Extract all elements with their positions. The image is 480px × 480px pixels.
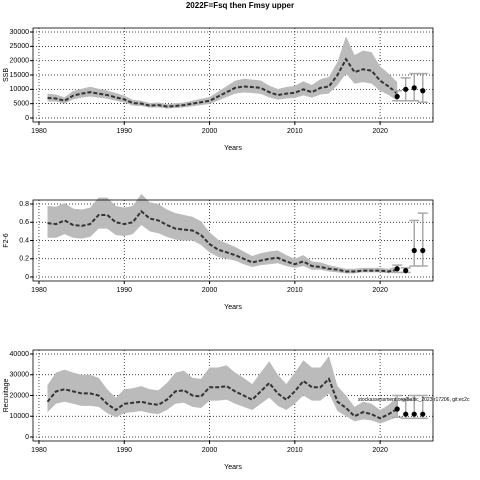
x-tick-label: 1980 <box>31 447 47 454</box>
plot-frame <box>32 349 434 442</box>
x-tick-label: 2020 <box>372 287 388 294</box>
forecast-point <box>394 266 400 272</box>
x-tick-label: 2000 <box>202 447 218 454</box>
x-axis-label: Years <box>224 145 242 152</box>
y-tick-label: 0 <box>25 434 29 441</box>
forecast-point <box>411 85 417 91</box>
y-axis-label: Recruitage <box>3 378 10 412</box>
y-tick-label: 20000 <box>10 392 30 399</box>
estimate-line <box>47 57 398 108</box>
x-tick-label: 1990 <box>116 287 132 294</box>
y-tick-label: 10000 <box>10 413 30 420</box>
x-tick-label: 2000 <box>202 128 218 135</box>
x-tick-label: 2000 <box>202 287 218 294</box>
forecast-point <box>420 88 426 94</box>
x-tick-label: 2010 <box>287 128 303 135</box>
y-tick-label: 0.2 <box>19 256 29 263</box>
chart-title: 2022F=Fsq then Fmsy upper <box>186 1 294 10</box>
x-tick-label: 2020 <box>372 447 388 454</box>
ci-band <box>47 36 398 109</box>
y-tick-label: 0.4 <box>19 237 29 244</box>
y-axis-label: SSB <box>3 68 10 82</box>
annotation: stockassessment.org/Baltic_2023 r17206, … <box>358 397 470 403</box>
y-tick-label: 15000 <box>10 72 30 79</box>
y-tick-label: 30000 <box>10 372 30 379</box>
ci-band <box>47 193 398 274</box>
y-tick-label: 0.8 <box>19 201 29 208</box>
forecast-point <box>411 411 417 417</box>
y-tick-label: 40000 <box>10 351 30 358</box>
x-axis-label: Years <box>224 304 242 311</box>
y-tick-label: 30000 <box>10 29 30 36</box>
y-tick-label: 0 <box>25 274 29 281</box>
forecast-point <box>403 86 409 92</box>
x-tick-label: 1990 <box>116 447 132 454</box>
x-tick-label: 1980 <box>31 128 47 135</box>
x-tick-label: 1980 <box>31 287 47 294</box>
y-tick-label: 5000 <box>13 101 29 108</box>
forecast-point <box>394 406 400 412</box>
estimate-line <box>46 377 398 420</box>
plot-frame <box>32 27 434 123</box>
y-tick-label: 20000 <box>10 58 30 65</box>
x-tick-label: 1990 <box>116 128 132 135</box>
estimate-line <box>47 209 398 273</box>
x-axis-label: Years <box>224 464 242 471</box>
y-tick-label: 25000 <box>10 43 30 50</box>
forecast-point <box>403 268 409 274</box>
x-tick-label: 2020 <box>372 128 388 135</box>
forecast-point <box>403 411 409 417</box>
forecast-point <box>420 247 426 254</box>
y-axis-label: F2-6 <box>3 233 10 248</box>
y-tick-label: 10000 <box>10 86 30 93</box>
y-tick-label: 0 <box>25 115 29 122</box>
forecast-point <box>411 247 417 254</box>
y-tick-label: 0.6 <box>19 219 29 226</box>
forecast-point <box>394 93 400 100</box>
ci-band <box>47 356 398 424</box>
x-tick-label: 2010 <box>287 287 303 294</box>
x-tick-label: 2010 <box>287 447 303 454</box>
plot-frame <box>32 199 434 282</box>
forecast-point <box>420 411 426 417</box>
